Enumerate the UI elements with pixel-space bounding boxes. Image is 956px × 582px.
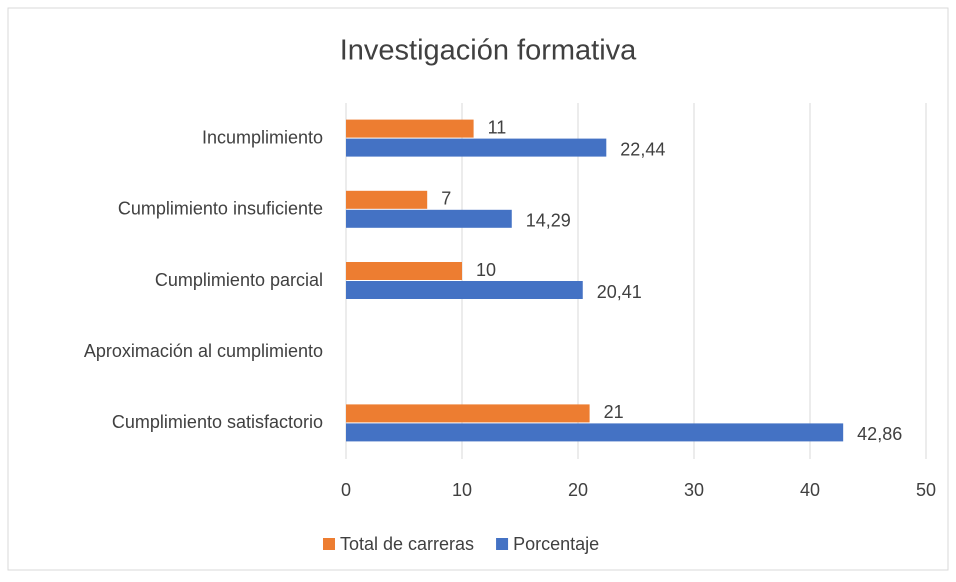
data-label: 20,41 bbox=[597, 282, 642, 302]
legend-swatch bbox=[323, 538, 335, 550]
bar bbox=[346, 262, 462, 280]
y-tick-label: Aproximación al cumplimiento bbox=[84, 341, 323, 361]
x-tick-label: 30 bbox=[684, 480, 704, 500]
bar bbox=[346, 404, 590, 423]
x-tick-label: 40 bbox=[800, 480, 820, 500]
legend-swatch bbox=[496, 538, 509, 550]
data-label: 14,29 bbox=[526, 211, 571, 231]
bar bbox=[346, 190, 428, 209]
bar bbox=[346, 281, 583, 299]
x-tick-label: 0 bbox=[341, 480, 351, 500]
data-label: 22,44 bbox=[620, 139, 665, 159]
legend-label: Total de carreras bbox=[340, 534, 474, 554]
bar bbox=[346, 423, 844, 442]
y-tick-label: Incumplimiento bbox=[202, 127, 323, 147]
x-tick-label: 20 bbox=[568, 480, 588, 500]
y-tick-label: Cumplimiento insuficiente bbox=[118, 199, 323, 219]
legend-label: Porcentaje bbox=[513, 534, 599, 554]
x-tick-label: 50 bbox=[916, 480, 936, 500]
data-label: 42,86 bbox=[857, 424, 902, 444]
y-tick-label: Cumplimiento satisfactorio bbox=[112, 412, 323, 432]
x-tick-label: 10 bbox=[452, 480, 472, 500]
y-tick-label: Cumplimiento parcial bbox=[155, 270, 323, 290]
data-label: 10 bbox=[476, 260, 496, 280]
bar bbox=[346, 209, 512, 228]
bar bbox=[346, 138, 607, 157]
data-label: 21 bbox=[604, 402, 624, 422]
bar bbox=[346, 119, 474, 138]
chart-title: Investigación formativa bbox=[340, 35, 637, 67]
data-label: 11 bbox=[488, 117, 507, 137]
data-label: 7 bbox=[441, 189, 451, 209]
